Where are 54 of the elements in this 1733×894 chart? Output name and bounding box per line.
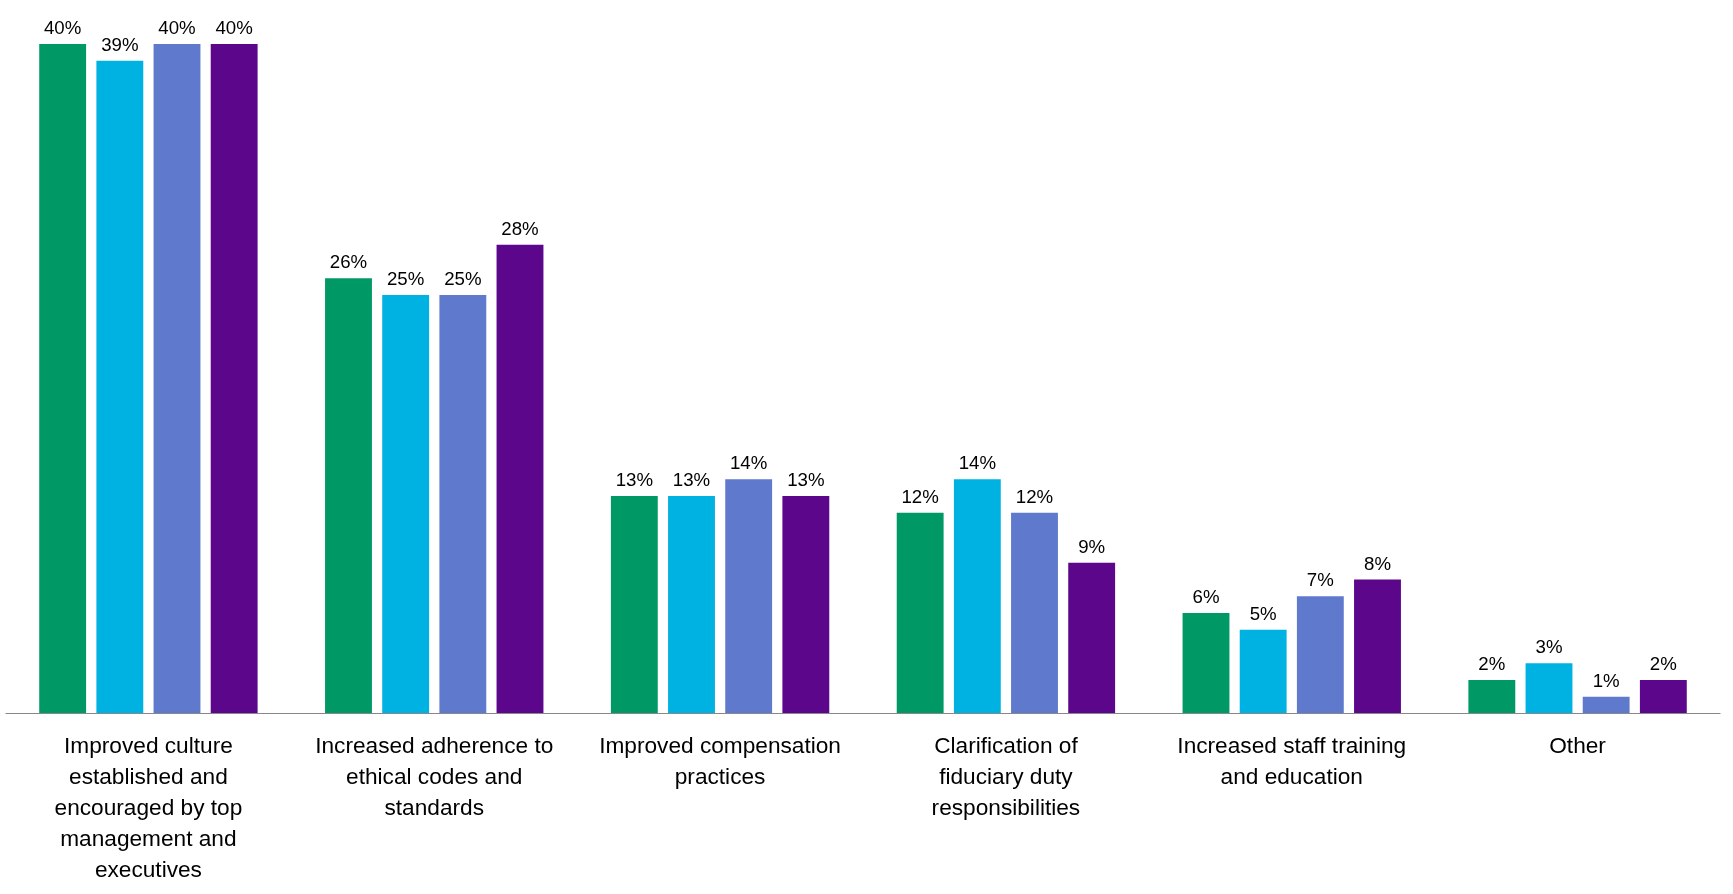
x-tick-label: Other [1549,731,1607,758]
bar [1468,680,1516,714]
bar [96,60,144,714]
data-label: 28% [501,217,539,239]
bar [782,495,830,714]
data-label: 2% [1478,653,1506,675]
bar [39,43,87,714]
data-label: 8% [1364,552,1391,574]
bar [896,512,944,714]
data-label: 7% [1306,569,1334,591]
bar [439,295,487,714]
bar [1582,696,1630,714]
bar [668,495,715,714]
bar [1354,579,1401,714]
bar [1296,596,1344,714]
bar [1068,562,1116,714]
bar [725,479,773,714]
data-label: 40% [215,16,253,38]
bar [1525,663,1573,714]
data-label: 25% [444,268,482,290]
data-label: 40% [158,16,196,38]
bar [210,43,258,714]
data-label: 14% [958,452,997,474]
bar [496,244,544,714]
data-label: 6% [1192,586,1220,608]
x-tick-label: Improved compensation practices [599,731,841,789]
bar [153,43,201,714]
data-label: 13% [672,468,711,490]
data-label: 9% [1078,535,1106,557]
bar [1639,680,1687,714]
data-label: 25% [387,268,425,290]
x-tick-label: Increased staff training and education [1177,731,1407,789]
x-tick-label: Increased adherence to ethical codes and standards [315,731,554,820]
data-label: 3% [1535,636,1563,658]
bar [382,295,430,714]
data-label: 39% [101,33,139,55]
data-label: 5% [1249,602,1277,624]
x-tick-label: Clarification of fiduciary duty responsibilities [931,731,1081,820]
bar [953,479,1001,714]
x-tick-label: Improved culture established and encouraged by top management and executives [54,731,243,883]
bar [1182,613,1230,714]
data-label: 14% [730,452,768,474]
data-label: 12% [1015,485,1054,507]
data-label: 13% [615,468,654,490]
bar [1011,512,1058,714]
data-label: 13% [787,468,825,490]
data-label: 26% [329,251,368,273]
bar [610,495,658,714]
data-label: 40% [44,16,82,38]
data-label: 1% [1592,669,1620,691]
bar [1239,629,1287,714]
data-label: 12% [901,485,939,507]
bar [325,278,372,714]
data-label: 2% [1649,653,1677,675]
